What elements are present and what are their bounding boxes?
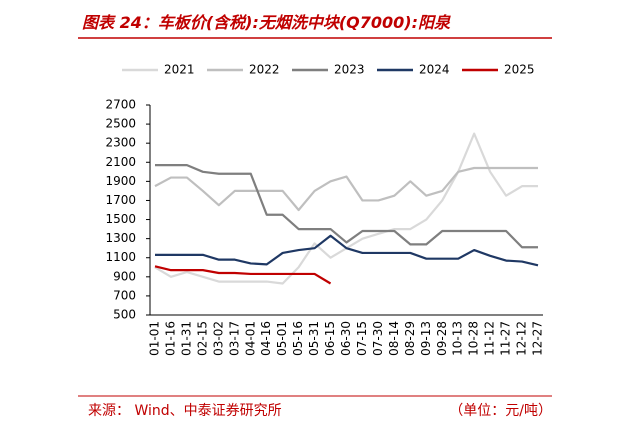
x-tick-label: 06-15	[323, 321, 337, 356]
legend-label: 2022	[249, 63, 280, 77]
x-tick-label: 05-31	[307, 321, 321, 356]
x-tick-label: 12-12	[515, 321, 529, 356]
source: 来源： Wind、中泰证券研究所	[88, 403, 282, 419]
chart-title: 图表 24：车板价(含税):无烟洗中块(Q7000):阳泉	[82, 13, 451, 32]
x-tick-label: 01-16	[163, 321, 177, 356]
x-tick-label: 04-16	[259, 321, 273, 356]
x-tick-label: 11-27	[499, 321, 513, 356]
legend-label: 2023	[334, 63, 365, 77]
series-line	[154, 265, 332, 285]
series-line	[154, 132, 538, 285]
x-tick-label: 05-01	[275, 321, 289, 356]
unit: （单位：元/吨）	[449, 403, 552, 419]
y-tick-label: 1900	[105, 174, 136, 188]
y-tick-label: 1300	[105, 231, 136, 245]
series-line	[154, 166, 538, 212]
y-tick-label: 2700	[105, 98, 136, 112]
y-tick-label: 2100	[105, 155, 136, 169]
x-tick-label: 07-15	[355, 321, 369, 356]
x-tick-label: 01-31	[179, 321, 193, 356]
y-tick-label: 2500	[105, 117, 136, 131]
x-tick-label: 08-29	[403, 321, 417, 356]
x-tick-label: 10-13	[451, 321, 465, 356]
x-tick-label: 03-17	[227, 321, 241, 356]
x-tick-label: 11-12	[483, 321, 497, 356]
y-tick-label: 700	[113, 288, 136, 302]
x-tick-label: 09-28	[435, 321, 449, 356]
y-tick-label: 1100	[105, 250, 136, 264]
x-tick-label: 09-13	[419, 321, 433, 356]
x-tick-label: 12-27	[531, 321, 545, 356]
x-tick-label: 03-02	[211, 321, 225, 356]
x-tick-label: 10-28	[467, 321, 481, 356]
x-tick-label: 07-30	[371, 321, 385, 356]
x-tick-label: 01-01	[148, 321, 162, 356]
series-line	[155, 234, 539, 267]
x-tick-label: 04-01	[243, 321, 257, 356]
legend-label: 2024	[419, 63, 450, 77]
legend-label: 2025	[504, 63, 535, 77]
y-tick-label: 900	[113, 269, 136, 283]
y-tick-label: 1700	[105, 193, 136, 207]
x-tick-label: 05-16	[291, 321, 305, 356]
series-line	[155, 164, 538, 249]
y-tick-label: 1500	[105, 212, 136, 226]
y-tick-label: 500	[113, 308, 136, 322]
x-tick-label: 08-14	[387, 321, 401, 356]
x-tick-label: 02-15	[195, 321, 209, 356]
legend-label: 2021	[164, 63, 195, 77]
y-tick-label: 2300	[105, 136, 136, 150]
x-tick-label: 06-30	[339, 321, 353, 356]
